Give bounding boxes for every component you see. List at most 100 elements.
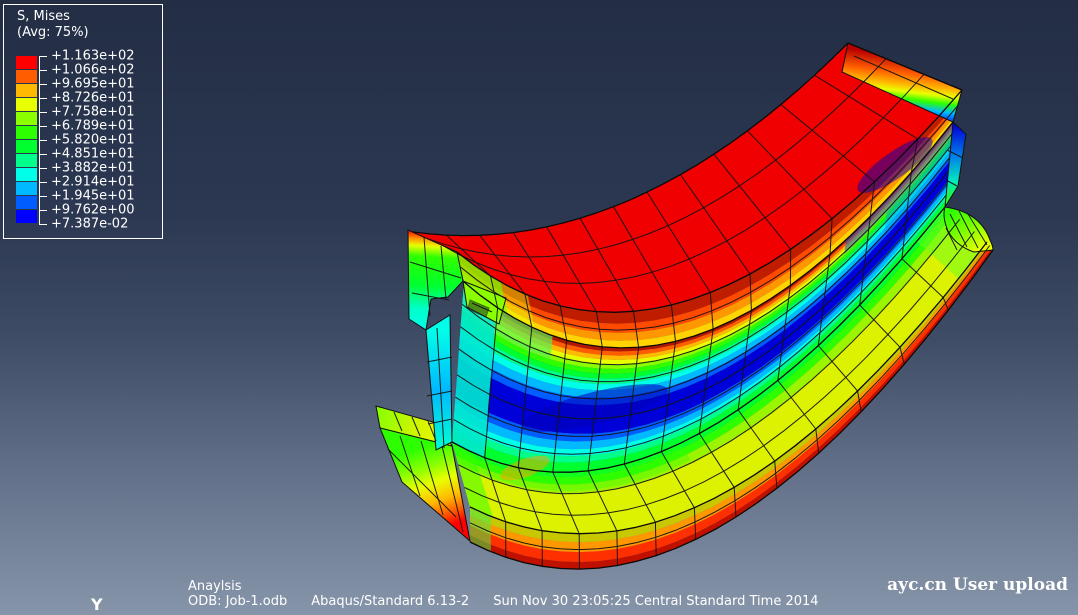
legend-tick [39,210,47,211]
feature-edge [469,249,994,570]
hot-spot [500,455,550,481]
mesh-longitudinal-line [453,194,947,455]
stress-overlay [470,507,491,552]
mesh-longitudinal-line [461,133,953,366]
legend-value: +9.762e+00 [51,202,135,218]
mesh-cap-line [967,213,988,246]
legend-color-swatch [16,98,37,111]
mesh-cap-line [945,179,958,187]
mesh-transverse-line [446,234,507,558]
feature-edge [456,89,963,313]
mesh-longitudinal-line [458,157,950,400]
legend-value: +9.695e+01 [51,76,135,92]
triad-y-axis-label: Y [91,595,103,614]
mesh-cap-line [436,327,445,449]
feature-edge [469,241,988,535]
mesh-longitudinal-line [460,145,952,383]
web-end-face [944,120,967,208]
legend-tick [39,56,47,57]
mesh-cap-line [946,149,964,159]
legend-color-swatch [16,112,37,125]
web-face-band [459,151,951,398]
min-stress-blob [857,137,933,193]
status-title: Anaylsis [188,579,242,594]
stress-overlay [452,442,494,518]
legend-color-swatch [16,154,37,167]
legend-color-swatch [16,210,37,223]
legend-color-swatch [16,196,37,209]
legend-tick [39,168,47,169]
mesh-cap-line [423,236,431,317]
legend-color-swatch [16,84,37,97]
legend-value: +4.851e+01 [51,146,135,162]
mesh-transverse-line [613,206,697,540]
head-lip-face [462,280,507,325]
mesh-longitudinal-line [469,245,991,551]
mesh-cap-line [387,448,457,518]
web-face-band [459,147,951,391]
mesh-longitudinal-line [464,231,975,516]
mesh-transverse-line [713,153,820,454]
legend-tick [39,126,47,127]
mesh-transverse-line [512,232,580,570]
mesh-cap-line [958,210,979,249]
feature-edge [412,42,849,237]
mesh-longitudinal-line [442,73,925,284]
legend-value: +3.882e+01 [51,160,135,176]
legend-tick [39,84,47,85]
legend-tick [39,70,47,71]
mesh-cap-line [409,261,462,279]
mesh-transverse-line [479,234,543,567]
foot-end-face [379,427,471,543]
feature-edge [463,121,954,349]
mesh-cap-line [945,227,958,251]
legend-tick [39,112,47,113]
watermark: ayc.cn User upload [887,575,1068,595]
mesh-cap-line [420,440,444,516]
status-line: ODB: Job-1.odb Abaqus/Standard 6.13-2 Sun … [188,594,819,609]
mesh-cap-line [426,356,453,363]
legend-tick [39,154,47,155]
mesh-cap-line [411,416,421,437]
mesh-transverse-line [814,74,949,311]
legend-tick [39,140,47,141]
top-flange-face-band [413,43,962,313]
mesh-cap-line [393,411,403,432]
feature-edges [412,42,994,570]
legend-color-swatch [16,140,37,153]
mesh-transverse-line [546,226,618,566]
status-block: Anaylsis ODB: Job-1.odb Abaqus/Standard 6… [188,579,819,609]
mesh-transverse-line [780,104,905,365]
stress-overlay [916,207,987,279]
mesh-transverse-line [747,130,862,412]
legend-color-swatch [16,56,37,69]
legend-tick [39,224,47,225]
legend-value: +8.726e+01 [51,90,135,106]
mesh-longitudinal-line [456,170,949,420]
legend-value: +6.789e+01 [51,118,135,134]
stress-overlay [844,122,953,255]
legend-color-swatch [16,182,37,195]
web-face-band [460,143,951,385]
stress-overlay [494,307,553,359]
mesh-transverse-line [680,174,778,489]
mesh-longitudinal-line [458,218,961,495]
mesh-cap-line [853,55,954,100]
legend-color-swatch [16,70,37,83]
mesh-longitudinal-line [427,58,887,258]
mesh-cap-line [427,420,437,442]
legend-title: S, Mises [17,9,70,24]
mesh-cap-line [949,213,968,248]
legend-tick [39,98,47,99]
stress-overlay [452,282,497,458]
status-solver: Abaqus/Standard 6.13-2 [311,594,470,609]
mesh-cap-line [441,445,464,533]
left-end-cap [375,229,507,543]
mesh-cap-line [426,390,453,397]
legend-value: +7.387e-02 [51,216,129,232]
legend-tick [39,196,47,197]
web-face-band [455,161,950,434]
legend-color-swatch [16,126,37,139]
